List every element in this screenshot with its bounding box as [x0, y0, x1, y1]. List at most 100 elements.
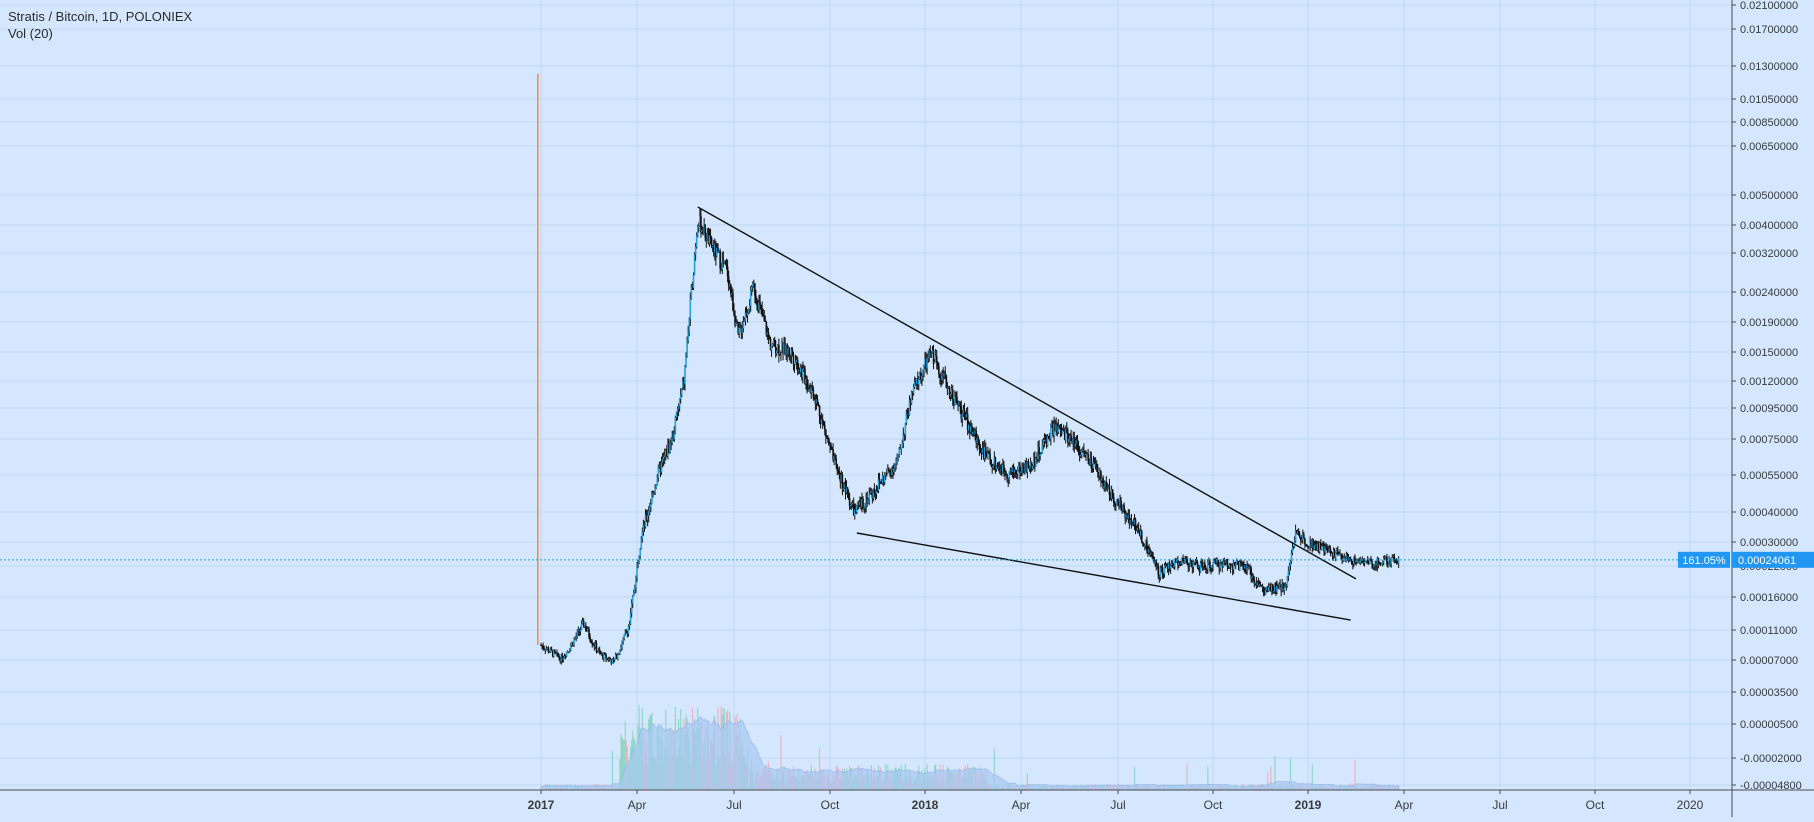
- upper-trendline[interactable]: [697, 206, 1357, 580]
- candle-body: [1068, 438, 1070, 443]
- candle-body: [561, 655, 564, 660]
- candle-body: [1078, 451, 1081, 455]
- candle-body: [1200, 562, 1203, 564]
- candle-body: [1124, 510, 1127, 519]
- candle-body: [997, 467, 1000, 469]
- candle-body: [740, 327, 743, 333]
- candle-body: [1379, 564, 1382, 566]
- candle-body: [799, 367, 802, 373]
- candle-body: [911, 391, 914, 394]
- candle-body: [1361, 558, 1364, 562]
- candle-body: [1004, 472, 1006, 474]
- candle-body: [540, 645, 542, 646]
- candle-body: [1372, 564, 1374, 567]
- candle-body: [1328, 548, 1331, 553]
- candle-body: [996, 465, 999, 469]
- candle-body: [1090, 457, 1093, 469]
- candle-body: [1234, 564, 1237, 566]
- candle-body: [1106, 486, 1109, 488]
- candle-body: [753, 283, 755, 285]
- candle-body: [658, 465, 661, 468]
- candle-body: [822, 421, 825, 426]
- candle-body: [964, 416, 967, 418]
- candle-body: [1278, 585, 1280, 587]
- candle-body: [674, 417, 677, 434]
- candle-body: [988, 452, 990, 454]
- candle-body: [1263, 592, 1266, 594]
- candle-body: [978, 442, 981, 449]
- candle-body: [1277, 585, 1279, 587]
- candle-body: [1075, 440, 1078, 444]
- candle-body: [1285, 584, 1288, 587]
- candle-body: [1239, 561, 1241, 571]
- candle-body: [890, 471, 892, 476]
- candle-body: [1091, 468, 1094, 470]
- symbol-title[interactable]: Stratis / Bitcoin, 1D, POLONIEX: [8, 9, 193, 24]
- candle-body: [975, 430, 977, 443]
- candle-body: [659, 465, 662, 473]
- candle-body: [1232, 562, 1235, 570]
- candle-body: [950, 389, 953, 395]
- candle-body: [676, 409, 679, 413]
- candle-body: [1145, 541, 1147, 546]
- candle-body: [786, 344, 789, 355]
- candle-body: [1056, 424, 1059, 432]
- candle-body: [849, 505, 852, 507]
- candle-body: [842, 488, 845, 490]
- price-badge-bg: [1732, 551, 1814, 568]
- candle-body: [1268, 585, 1271, 588]
- volume-bar: [780, 735, 782, 790]
- candle-body: [1116, 499, 1118, 506]
- x-tick-label: 2017: [528, 798, 555, 812]
- x-tick-label: 2020: [1677, 798, 1704, 812]
- candle-body: [762, 315, 765, 317]
- candle-body: [691, 285, 694, 288]
- candle-body: [1083, 449, 1085, 453]
- candle-body: [1223, 560, 1226, 563]
- candle-body: [788, 347, 791, 355]
- candle-body: [1175, 558, 1177, 563]
- candle-body: [958, 402, 960, 406]
- lower-trendline[interactable]: [856, 532, 1351, 621]
- candle-body: [790, 349, 793, 356]
- candle-body: [1189, 560, 1192, 567]
- candle-body: [1119, 500, 1121, 507]
- y-tick-label: 0.00120000: [1740, 376, 1798, 388]
- candle-body: [599, 652, 602, 655]
- candle-body: [977, 437, 980, 443]
- candle-body: [989, 453, 991, 460]
- candle-body: [828, 439, 830, 446]
- candle-body: [1101, 477, 1103, 481]
- candle-body: [652, 493, 654, 495]
- candle-body: [1287, 571, 1290, 577]
- candle-body: [553, 650, 555, 657]
- candle-body: [541, 645, 543, 647]
- candle-body: [750, 286, 753, 291]
- candle-body: [1270, 585, 1272, 591]
- candle-body: [1094, 463, 1097, 465]
- y-tick-label: 0.00400000: [1740, 220, 1798, 232]
- y-tick-label: 0.00003500: [1740, 687, 1798, 699]
- indicator-title[interactable]: Vol (20): [8, 26, 53, 41]
- candle-body: [841, 474, 844, 490]
- candle-body: [1282, 583, 1285, 591]
- candle-body: [1312, 539, 1315, 550]
- candle-body: [942, 370, 944, 377]
- chart-legend: Stratis / Bitcoin, 1D, POLONIEX Vol (20): [8, 8, 192, 42]
- candle-body: [773, 339, 776, 347]
- candle-body: [1276, 585, 1278, 593]
- candle-body: [1322, 545, 1324, 547]
- candle-body: [1341, 555, 1343, 561]
- candle-body: [1114, 502, 1116, 505]
- candle-body: [601, 653, 603, 655]
- candle-body: [925, 358, 927, 369]
- candle-body: [1006, 474, 1008, 480]
- candle-body: [1233, 562, 1236, 565]
- candle-body: [648, 507, 651, 512]
- candle-body: [1058, 425, 1061, 429]
- candle-body: [791, 349, 794, 356]
- candle-body: [1211, 565, 1213, 569]
- candle-body: [983, 447, 986, 459]
